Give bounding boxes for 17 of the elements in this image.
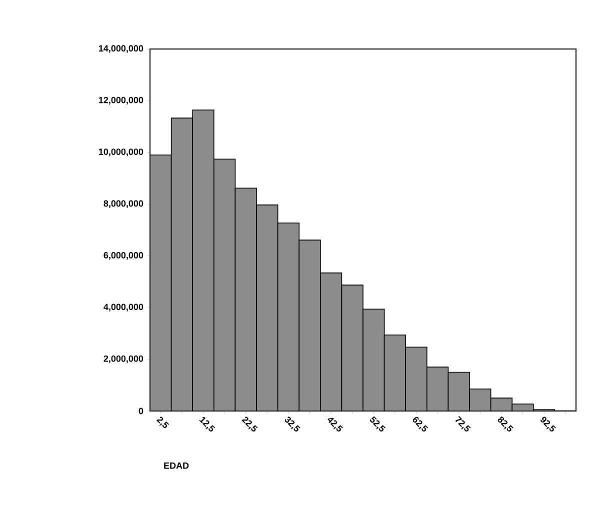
x-tick-label: 32,5: [284, 416, 300, 432]
x-tick-label: 42,5: [328, 418, 343, 432]
y-tick-label: 10,000,000: [98, 148, 144, 156]
x-tick-label: 82,5: [498, 416, 514, 432]
y-tick-label: 14,000,000: [98, 45, 144, 53]
y-tick-label: 4,000,000: [104, 304, 144, 312]
y-tick-label: 8,000,000: [104, 200, 144, 208]
x-tick-label: 92,5: [540, 416, 556, 432]
x-tick-label: 62,5: [412, 416, 428, 432]
y-tick-label: 12,000,000: [98, 96, 144, 105]
y-tick-label: 6,000,000: [104, 252, 144, 260]
x-tick-label: 12,5: [199, 416, 216, 432]
y-tick-label: 0: [138, 408, 144, 414]
x-tick-label: 2,5: [156, 416, 169, 428]
x-tick-label: 22,5: [242, 416, 258, 432]
y-tick-label: 2,000,000: [104, 355, 144, 364]
x-axis-title: EDAD: [164, 462, 189, 469]
